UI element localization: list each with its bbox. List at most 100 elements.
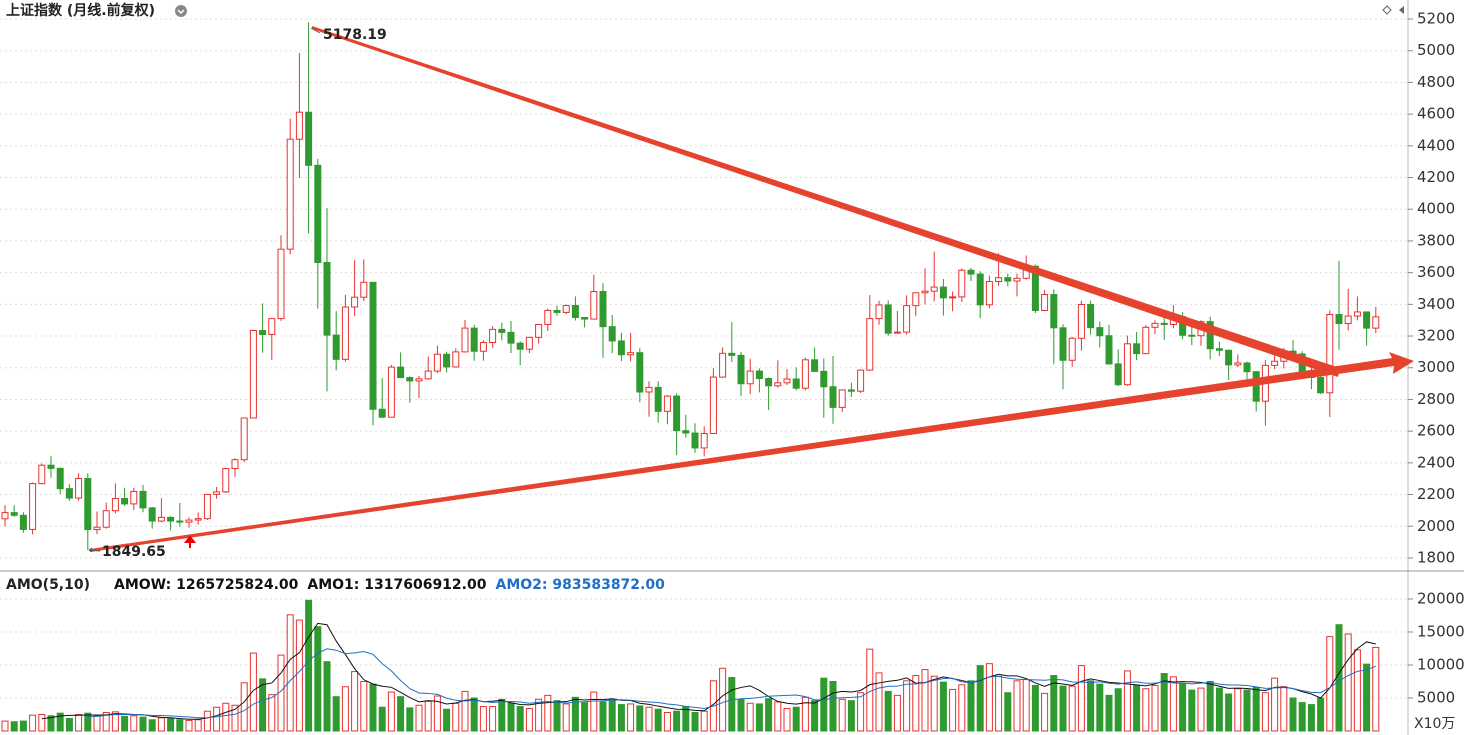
candle-body xyxy=(1252,371,1260,402)
volume-bar xyxy=(1261,692,1269,732)
volume-bar xyxy=(866,648,874,732)
candle-body xyxy=(332,334,340,360)
volume-bar xyxy=(792,706,800,732)
volume-bar xyxy=(985,663,993,732)
candle-body xyxy=(976,273,984,306)
candle-body xyxy=(167,516,175,522)
volume-bar xyxy=(1068,685,1076,732)
candle-body xyxy=(608,326,616,342)
volume-title: AMO(5,10) xyxy=(6,577,90,593)
volume-bar xyxy=(148,719,156,732)
volume-bar xyxy=(829,680,837,732)
y-tick-label: 2000 xyxy=(1417,517,1455,535)
candle-body xyxy=(424,370,432,380)
candle-body xyxy=(967,269,975,275)
volume-bar xyxy=(1,720,9,732)
volume-bar xyxy=(102,712,110,732)
volume-bar xyxy=(903,680,911,732)
candle-body xyxy=(378,408,386,418)
candle-body xyxy=(581,316,589,320)
candle-body xyxy=(829,386,837,408)
legend-entry: AMO1: 1317606912.00 xyxy=(307,577,486,593)
candle-body xyxy=(562,304,570,313)
candle-body xyxy=(673,395,681,432)
volume-bar xyxy=(1280,686,1288,732)
volume-bar xyxy=(231,704,239,732)
volume-bar xyxy=(1234,688,1242,732)
candle-body xyxy=(1363,311,1371,329)
candle-body xyxy=(949,296,957,299)
volume-bar xyxy=(1123,670,1131,732)
y-tick-label: 1800 xyxy=(1417,548,1455,566)
candle-body xyxy=(461,327,469,353)
candle-body xyxy=(130,490,138,505)
volume-bar xyxy=(1353,649,1361,732)
candle-body xyxy=(121,498,129,505)
tool-icon[interactable] xyxy=(1399,6,1404,14)
volume-bar xyxy=(56,712,64,732)
candle-body xyxy=(645,386,653,393)
candle-body xyxy=(663,395,671,412)
candle-body xyxy=(774,382,782,387)
volume-bar xyxy=(1344,633,1352,732)
title-menu[interactable] xyxy=(175,5,187,17)
annotation-leader xyxy=(88,547,101,553)
y-tick-label: 2200 xyxy=(1417,485,1455,503)
volume-bar xyxy=(783,708,791,732)
candle-body xyxy=(194,518,202,521)
candle-body xyxy=(1077,303,1085,339)
volume-bar xyxy=(1077,665,1085,732)
volume-bar xyxy=(939,681,947,732)
candle-body xyxy=(1004,277,1012,282)
candle-body xyxy=(709,376,717,435)
candle-body xyxy=(1068,337,1076,361)
candle-body xyxy=(231,459,239,470)
volume-bar xyxy=(295,619,303,732)
tool-icon[interactable] xyxy=(1382,5,1392,15)
candle-body xyxy=(857,369,865,392)
candle-body xyxy=(305,111,313,166)
marker-arrow xyxy=(183,535,197,548)
candle-body xyxy=(728,352,736,356)
volume-bar xyxy=(737,698,745,732)
volume-bar xyxy=(820,677,828,732)
candle-body xyxy=(599,290,607,328)
candle-body xyxy=(571,304,579,318)
candle-body xyxy=(737,354,745,385)
volume-bar xyxy=(259,678,267,732)
volume-bar xyxy=(1252,686,1260,732)
candle-body xyxy=(1271,360,1279,366)
candle-body xyxy=(1335,313,1343,325)
volume-bar xyxy=(636,705,644,732)
volume-bar xyxy=(10,721,18,732)
price-panel: 1800 2000 2200 2400 2600 2800 3000 3200 3400 3600… xyxy=(0,10,1455,566)
volume-bar xyxy=(185,719,193,732)
volume-bar xyxy=(378,706,386,732)
candle-body xyxy=(847,389,855,392)
trend-line-upper xyxy=(312,26,1340,377)
volume-bar xyxy=(525,708,533,732)
candle-body xyxy=(1059,327,1067,361)
volume-bar xyxy=(967,680,975,732)
candle-body xyxy=(47,464,55,469)
candle-body xyxy=(939,286,947,299)
volume-bar xyxy=(581,702,589,732)
volume-bar xyxy=(691,712,699,732)
candle-body xyxy=(985,281,993,306)
candle-body xyxy=(1215,348,1223,351)
volume-bar xyxy=(617,704,625,732)
volume-bar xyxy=(746,702,754,732)
volume-bar xyxy=(286,614,294,732)
candle-body xyxy=(314,164,322,263)
candle-body xyxy=(240,417,248,461)
y-tick-label: 2600 xyxy=(1417,422,1455,440)
candle-body xyxy=(295,111,303,140)
candle-body xyxy=(783,378,791,384)
chart-title: 上证指数 (月线.前复权) xyxy=(6,2,155,19)
candle-body xyxy=(433,353,441,372)
volume-bar xyxy=(93,715,101,732)
volume-bar xyxy=(323,661,331,732)
volume-bar xyxy=(1335,624,1343,732)
volume-bar xyxy=(1004,692,1012,732)
